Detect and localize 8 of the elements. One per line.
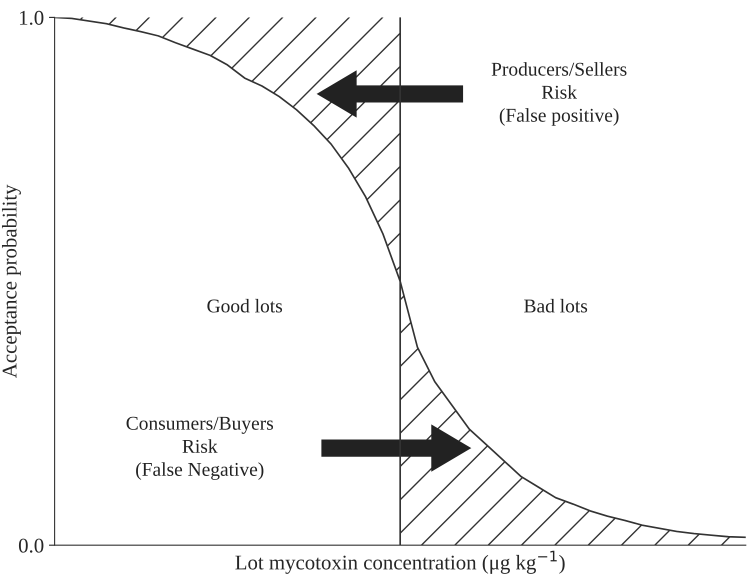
y-tick-label: 0.0 [18,538,44,553]
y-tick-label: 1.0 [20,10,44,25]
annotation: Bad lots [524,298,588,313]
x-axis-title: Lot mycotoxin concentration (μg kg$^{−1}$) [235,550,565,574]
annotation: Good lots [207,298,282,313]
y-axis-title: Acceptance probability [2,184,21,378]
annotation: Consumers/Buyers Risk (False Negative) [126,416,274,480]
annotation: Producers/Sellers Risk (False positive) [492,62,626,126]
